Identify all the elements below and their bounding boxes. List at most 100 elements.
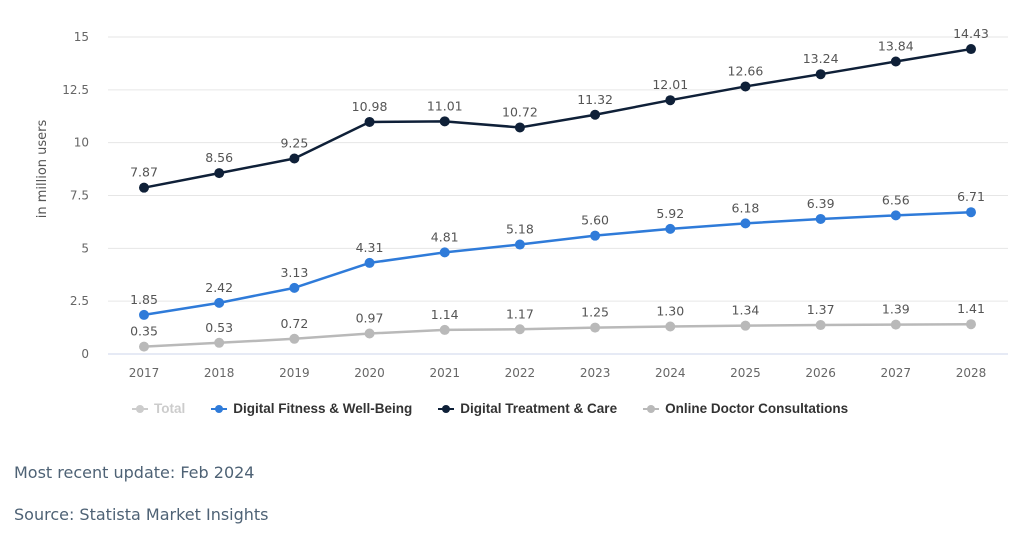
series-layer (139, 44, 976, 352)
data-point-online-doctor-consultations (890, 319, 901, 330)
data-point-online-doctor-consultations (665, 321, 676, 332)
legend-label: Digital Fitness & Well-Being (233, 401, 413, 416)
data-label-digital-treatment-care: 11.01 (427, 98, 463, 113)
data-label-digital-treatment-care: 13.24 (803, 51, 839, 66)
legend-item-online-doctor-consultations[interactable]: Online Doctor Consultations (643, 401, 848, 416)
data-point-digital-fitness-well-being (139, 309, 149, 320)
data-label-digital-treatment-care: 11.32 (577, 92, 613, 107)
data-label-digital-fitness-well-being: 6.18 (732, 200, 760, 215)
x-tick-label: 2022 (505, 366, 536, 380)
x-tick-label: 2027 (881, 366, 912, 380)
data-label-digital-fitness-well-being: 3.13 (280, 265, 308, 280)
data-point-digital-fitness-well-being (890, 210, 901, 221)
data-point-digital-treatment-care (439, 116, 450, 127)
data-point-digital-fitness-well-being (289, 282, 300, 293)
data-label-online-doctor-consultations: 1.25 (581, 305, 609, 320)
data-point-digital-treatment-care (966, 44, 976, 55)
legend-marker-icon (438, 404, 455, 414)
y-tick-label: 7.5 (70, 189, 89, 203)
line-chart: 0 2.5 5 7.5 10 12.5 15 2017 2018 2019 2020 2021 202… (35, 26, 1008, 380)
data-point-online-doctor-consultations (364, 328, 375, 339)
data-label-digital-fitness-well-being: 1.85 (130, 292, 158, 307)
data-point-digital-treatment-care (740, 81, 751, 92)
legend: Total Digital Fitness & Well-Being Digital… (132, 401, 848, 416)
x-tick-label: 2017 (129, 366, 160, 380)
legend-label: Digital Treatment & Care (460, 401, 618, 416)
data-label-digital-fitness-well-being: 6.56 (882, 192, 910, 207)
data-label-digital-fitness-well-being: 6.71 (957, 189, 985, 204)
data-point-online-doctor-consultations (966, 319, 976, 330)
data-point-online-doctor-consultations (439, 324, 450, 335)
data-point-online-doctor-consultations (815, 320, 826, 331)
legend-item-digital-treatment-care[interactable]: Digital Treatment & Care (438, 401, 617, 416)
data-label-digital-fitness-well-being: 4.81 (431, 229, 459, 244)
data-point-online-doctor-consultations (139, 341, 149, 352)
legend-label: Online Doctor Consultations (665, 401, 849, 416)
data-point-digital-treatment-care (815, 69, 826, 80)
data-label-digital-treatment-care: 12.66 (728, 63, 764, 78)
y-tick-label: 10 (74, 136, 89, 150)
y-axis-label: in million users (35, 120, 50, 219)
data-point-digital-treatment-care (590, 109, 601, 120)
data-label-digital-fitness-well-being: 4.31 (356, 240, 384, 255)
data-point-digital-treatment-care (214, 168, 225, 179)
legend-marker-icon (643, 404, 660, 414)
data-point-digital-fitness-well-being (214, 297, 225, 308)
x-tick-label: 2020 (354, 366, 385, 380)
y-tick-label: 0 (81, 347, 89, 361)
data-label-digital-treatment-care: 10.98 (352, 99, 388, 114)
data-labels-layer: 1.85 2.42 3.13 4.31 4.81 5.18 5.60 5.92 6.18 6.39… (130, 26, 989, 339)
data-point-digital-fitness-well-being (740, 218, 751, 229)
x-tick-label: 2021 (429, 366, 460, 380)
legend-marker-icon (211, 404, 228, 414)
data-label-digital-treatment-care: 13.84 (878, 39, 914, 54)
y-tick-label: 2.5 (70, 294, 89, 308)
x-axis-ticks: 2017 2018 2019 2020 2021 2022 2023 2024 2025 2026… (129, 366, 987, 380)
data-point-digital-treatment-care (514, 122, 525, 133)
data-point-digital-treatment-care (289, 153, 300, 164)
gridlines (108, 36, 1008, 355)
data-point-digital-fitness-well-being (364, 257, 375, 268)
data-label-online-doctor-consultations: 0.97 (356, 311, 384, 326)
data-label-digital-treatment-care: 9.25 (280, 136, 308, 151)
series-line-digital-treatment-care (143, 47, 972, 189)
legend-item-digital-fitness-well-being[interactable]: Digital Fitness & Well-Being (211, 401, 412, 416)
data-label-digital-treatment-care: 8.56 (205, 150, 233, 165)
data-point-digital-fitness-well-being (590, 230, 601, 241)
series-line-online-doctor-consultations (143, 322, 972, 348)
data-point-digital-fitness-well-being (966, 207, 976, 218)
y-axis-ticks: 0 2.5 5 7.5 10 12.5 15 (62, 30, 89, 361)
data-label-digital-fitness-well-being: 5.18 (506, 222, 534, 237)
source-note: Source: Statista Market Insights (14, 505, 269, 524)
data-label-online-doctor-consultations: 1.14 (431, 307, 459, 322)
data-point-online-doctor-consultations (740, 320, 751, 331)
data-point-digital-fitness-well-being (439, 247, 450, 258)
data-point-digital-fitness-well-being (514, 239, 525, 250)
data-point-online-doctor-consultations (289, 333, 300, 344)
y-tick-label: 5 (81, 241, 89, 255)
data-label-digital-fitness-well-being: 2.42 (205, 280, 233, 295)
series-line-digital-fitness-well-being (143, 210, 972, 317)
x-tick-label: 2025 (730, 366, 761, 380)
data-point-digital-fitness-well-being (815, 213, 826, 224)
data-label-online-doctor-consultations: 0.72 (280, 316, 308, 331)
data-point-online-doctor-consultations (514, 324, 525, 335)
data-point-digital-fitness-well-being (665, 223, 676, 234)
data-point-online-doctor-consultations (214, 337, 225, 348)
x-tick-label: 2028 (956, 366, 987, 380)
data-label-digital-treatment-care: 10.72 (502, 104, 538, 119)
data-point-digital-treatment-care (665, 95, 676, 106)
data-label-online-doctor-consultations: 0.53 (205, 320, 233, 335)
legend-item-total[interactable]: Total (132, 401, 185, 416)
data-point-digital-treatment-care (139, 182, 149, 193)
data-label-online-doctor-consultations: 1.39 (882, 302, 910, 317)
y-tick-label: 15 (74, 30, 89, 44)
data-label-digital-fitness-well-being: 6.39 (807, 196, 835, 211)
x-tick-label: 2023 (580, 366, 611, 380)
data-label-online-doctor-consultations: 1.17 (506, 306, 534, 321)
data-label-online-doctor-consultations: 0.35 (130, 324, 158, 339)
data-label-digital-fitness-well-being: 5.92 (656, 206, 684, 221)
x-tick-label: 2019 (279, 366, 310, 380)
data-label-digital-fitness-well-being: 5.60 (581, 213, 609, 228)
data-label-online-doctor-consultations: 1.41 (957, 301, 985, 316)
